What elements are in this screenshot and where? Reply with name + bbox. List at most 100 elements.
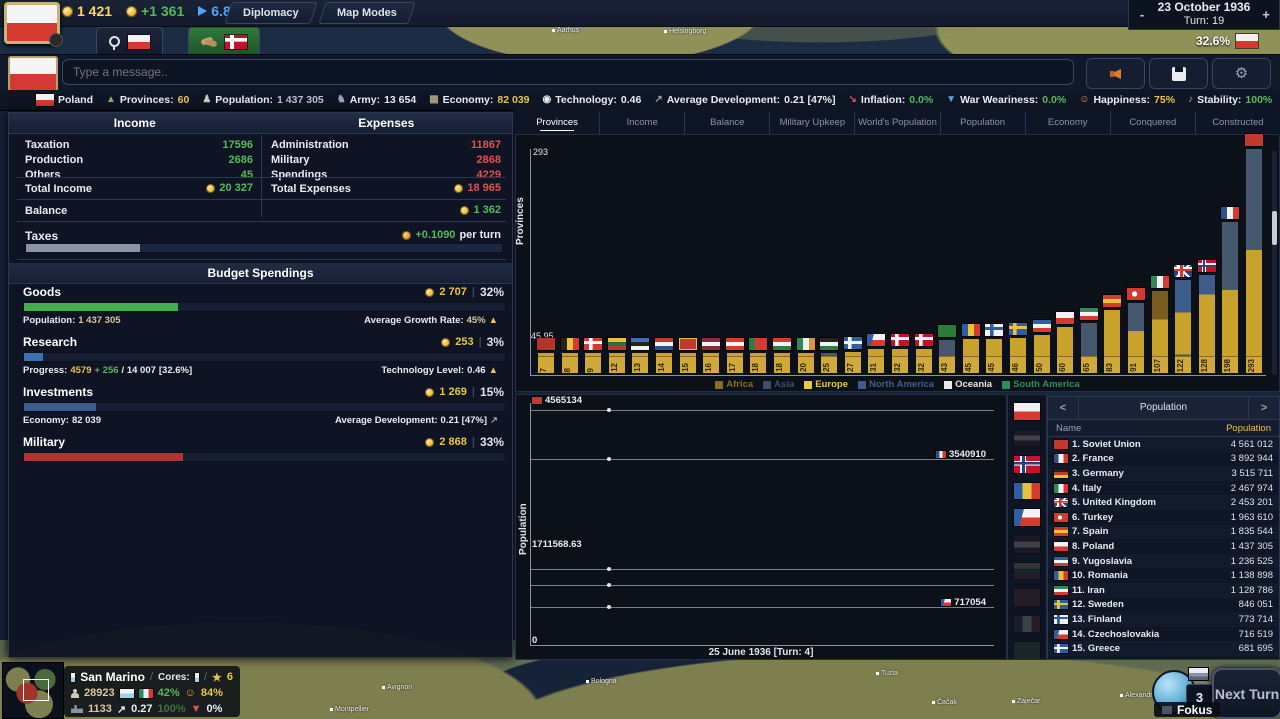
- poland-filter-flag[interactable]: [1014, 403, 1040, 420]
- budget-slider[interactable]: [23, 452, 506, 462]
- ranking-title[interactable]: Population: [1078, 397, 1249, 419]
- ranking-row[interactable]: 8. Poland 1 437 305: [1048, 539, 1279, 554]
- ranking-row[interactable]: 5. United Kingdom 2 453 201: [1048, 495, 1279, 510]
- legend-swatch: [857, 380, 866, 389]
- lithuania-filter-flag[interactable]: [1014, 562, 1040, 580]
- ranking-row[interactable]: 9. Yugoslavia 1 236 525: [1048, 553, 1279, 569]
- ranking-value: 1 138 898: [1230, 570, 1273, 582]
- provinces-stat[interactable]: ▲ Provinces: 60: [106, 94, 189, 106]
- income-row-label: Taxation: [25, 139, 70, 151]
- bar-turkey: 91: [1127, 288, 1145, 373]
- ranking-row[interactable]: 4. Italy 2 467 974: [1048, 481, 1279, 496]
- czech-filter-flag[interactable]: [1014, 509, 1040, 526]
- chart-tab-income[interactable]: Income: [600, 110, 686, 134]
- ranking-row[interactable]: 6. Turkey 1 963 610: [1048, 510, 1279, 525]
- chart-tab-provinces[interactable]: Provinces: [515, 110, 601, 134]
- ranking-row[interactable]: 7. Spain 1 835 544: [1048, 524, 1279, 540]
- speed-plus-button[interactable]: +: [1262, 7, 1270, 22]
- norway-filter-flag[interactable]: [1014, 456, 1040, 473]
- ranking-prev-button[interactable]: <: [1059, 402, 1067, 414]
- save-button[interactable]: [1149, 58, 1208, 89]
- province-economy: 1133: [88, 703, 112, 715]
- turkey-flag: [1127, 288, 1145, 301]
- chart-tab-world-s-population[interactable]: World's Population: [855, 110, 941, 134]
- soviet-filter-flag[interactable]: [1014, 589, 1040, 606]
- switzerland-flag: [584, 338, 603, 350]
- tab-diplomacy-deal[interactable]: [188, 27, 260, 55]
- budget-section-percent: 3%: [486, 335, 504, 349]
- ranking-country: 3. Germany: [1072, 467, 1124, 479]
- bar-base-chip: [892, 356, 908, 373]
- chart-tab-balance[interactable]: Balance: [685, 110, 771, 134]
- happiness-icon: ☺: [184, 687, 196, 699]
- city-label: Aarhus: [552, 27, 579, 34]
- budget-slider[interactable]: [23, 302, 506, 312]
- romania-filter-flag[interactable]: [1014, 482, 1040, 500]
- ranking-row[interactable]: 2. France 3 892 944: [1048, 452, 1279, 467]
- ranking-row[interactable]: 10. Romania 1 138 898: [1048, 568, 1279, 583]
- stability-stat[interactable]: ♪ Stability: 100%: [1188, 94, 1272, 106]
- diplomacy-button[interactable]: Diplomacy: [224, 2, 318, 24]
- ranking-next-button[interactable]: >: [1260, 402, 1268, 414]
- latvia-filter-flag[interactable]: [1014, 535, 1040, 553]
- france-filter-flag[interactable]: [1014, 615, 1040, 633]
- ranking-row[interactable]: 12. Sweden 846 051: [1048, 598, 1279, 613]
- ranking-row[interactable]: 3. Germany 3 515 711: [1048, 466, 1279, 481]
- province-development: 0.27: [131, 703, 153, 715]
- ranking-value: 1 128 786: [1230, 584, 1273, 596]
- player-flag-poland[interactable]: [4, 2, 63, 47]
- chart-tab-population[interactable]: Population: [941, 110, 1026, 134]
- series-line-france: [530, 458, 994, 460]
- legend-label: South America: [1013, 379, 1080, 390]
- inflation-stat[interactable]: ↘ Inflation: 0.0%: [849, 94, 934, 106]
- ranking-row[interactable]: 15. Greece 681 695: [1048, 641, 1279, 656]
- war-weariness-stat[interactable]: ▼ War Weariness: 0.0%: [946, 94, 1066, 106]
- stats-country[interactable]: Poland: [36, 94, 93, 106]
- chat-country-flag[interactable]: [8, 56, 58, 92]
- saudi-filter-flag[interactable]: [1014, 642, 1040, 659]
- chart-tab-military-upkeep[interactable]: Military Upkeep: [770, 110, 856, 134]
- technology-stat[interactable]: ◉ Technology: 0.46: [543, 94, 642, 106]
- chart-tab-economy[interactable]: Economy: [1026, 110, 1111, 134]
- speed-minus-button[interactable]: -: [1139, 7, 1145, 22]
- city-label: Helsingborg: [664, 28, 706, 35]
- budget-slider[interactable]: [23, 402, 506, 412]
- population-stat[interactable]: ♟ Population: 1 437 305: [202, 94, 323, 106]
- fokus-chip[interactable]: Fokus: [1154, 702, 1221, 717]
- bar-base-chip: [1222, 356, 1239, 373]
- development-stat[interactable]: ↗ Average Development: 0.21 [47%]: [654, 94, 835, 106]
- france-flag: [1054, 454, 1068, 464]
- ranking-row[interactable]: 13. Finland 773 714: [1048, 612, 1279, 627]
- chart-tab-constructed-buildings[interactable]: Constructed Buildings: [1212, 116, 1264, 151]
- minimap[interactable]: [2, 662, 64, 719]
- ranking-row[interactable]: 14. Czechoslovakia 716 519: [1048, 627, 1279, 642]
- bar-value: 18: [775, 363, 784, 372]
- ranking-row[interactable]: 11. Iran 1 128 786: [1048, 582, 1279, 598]
- bar-value: 16: [704, 363, 714, 372]
- chart-tab-conquered-provinces[interactable]: Conquered Provinces: [1111, 110, 1196, 151]
- unrest-icon: ▼: [190, 703, 202, 715]
- bar-value: 18: [751, 363, 761, 372]
- money-display: 1 421: [62, 3, 112, 19]
- bar-base-chip: [821, 356, 838, 373]
- tab-watched-country[interactable]: [96, 27, 163, 55]
- soviet-flag: [1245, 134, 1263, 146]
- economy-value: 82 039: [497, 94, 530, 106]
- latvia-filter-flag[interactable]: [1014, 429, 1040, 447]
- next-turn-button[interactable]: Next Turn: [1212, 668, 1280, 719]
- settings-button[interactable]: ⚙: [1212, 58, 1271, 89]
- population-line-chart: Population 4565134 3540910 1711568.63 71705…: [515, 394, 1007, 660]
- tax-slider[interactable]: [25, 243, 503, 253]
- minimap-viewport[interactable]: [23, 679, 49, 701]
- army-stat[interactable]: ♞ Army: 13 654: [337, 94, 416, 106]
- message-input[interactable]: [62, 59, 1074, 85]
- bar-value: 13: [633, 363, 643, 372]
- map-modes-button[interactable]: Map Modes: [318, 2, 416, 24]
- announce-button[interactable]: [1086, 58, 1145, 89]
- economy-stat[interactable]: ▦ Economy: 82 039: [429, 94, 529, 106]
- bar-chart-scrollbar[interactable]: [1272, 151, 1277, 375]
- ranking-row[interactable]: 1. Soviet Union 4 561 012: [1048, 437, 1279, 452]
- ranking-value: 773 714: [1238, 613, 1273, 625]
- happiness-stat[interactable]: ☺ Happiness: 75%: [1079, 94, 1175, 106]
- budget-slider[interactable]: [23, 352, 506, 362]
